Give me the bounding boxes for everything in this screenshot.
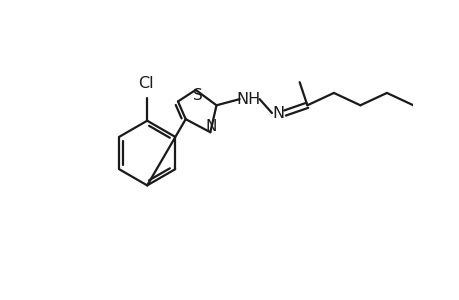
Text: N: N [205, 119, 216, 134]
Text: Cl: Cl [138, 76, 154, 92]
Text: N: N [272, 106, 284, 121]
Text: NH: NH [236, 92, 260, 106]
Text: S: S [193, 88, 202, 103]
